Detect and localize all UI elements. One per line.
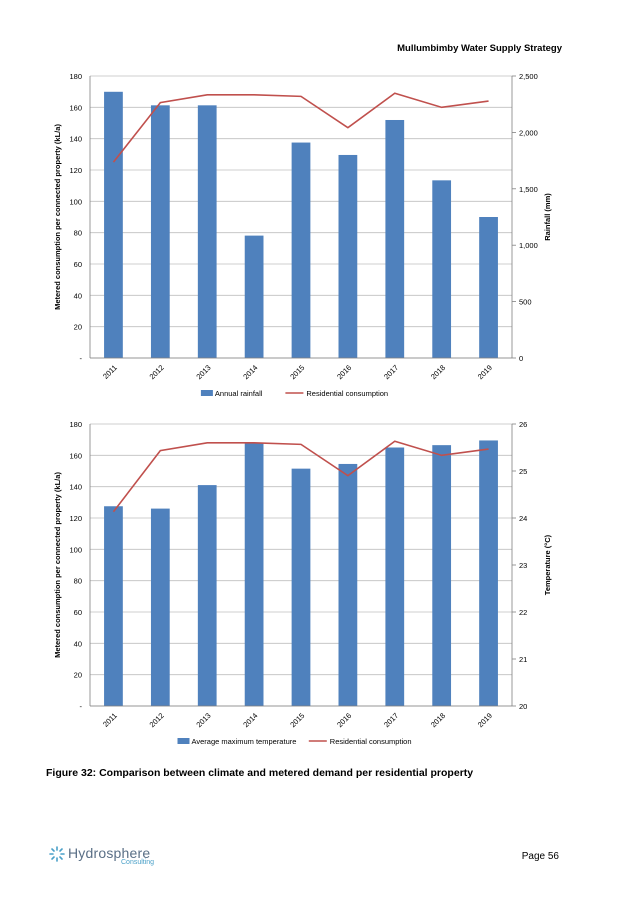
y-right-tick-label: 1,500 [519, 185, 538, 194]
x-tick-label: 2014 [241, 363, 259, 381]
x-tick-label: 2018 [429, 363, 447, 381]
rainfall-consumption-chart: - 20 40 60 80 100 120 140 160 180 0 500 1,000 1,500 2,… [53, 72, 552, 398]
legend-line-label: Residential consumption [306, 389, 388, 398]
bar-2015 [291, 142, 311, 358]
bar-2017 [385, 119, 405, 358]
x-tick-label: 2016 [335, 711, 353, 729]
y-right-tick-label: 24 [519, 514, 527, 523]
y-right-tick-label: 23 [519, 561, 527, 570]
y-left-tick-label: 40 [74, 639, 82, 648]
y-left-tick-label: 80 [74, 577, 82, 586]
y-left-tick-label: 140 [69, 135, 82, 144]
x-tick-label: 2017 [382, 711, 400, 729]
bar-2018 [432, 180, 452, 358]
logo-burst-icon [49, 846, 65, 862]
y-right-axis-title: Temperature (°C) [543, 534, 552, 595]
y-left-tick-label: 180 [69, 72, 82, 81]
y-left-tick-label: 60 [74, 260, 82, 269]
y-left-tick-label: 180 [69, 420, 82, 429]
logo-subtitle: Consulting [121, 859, 155, 866]
bar-2019 [479, 217, 498, 358]
residential-consumption-line [112, 440, 489, 513]
y-right-tick-label: 2,000 [519, 128, 538, 137]
y-left-tick-label: 160 [69, 451, 82, 460]
y-left-tick-label: 20 [74, 671, 82, 680]
y-left-tick-label: - [80, 354, 83, 363]
logo-name: Hydrosphere [68, 845, 151, 861]
y-left-axis-title: Metered consumption per connected proper… [53, 124, 62, 310]
x-tick-label: 2013 [194, 711, 212, 729]
bar-2015 [291, 468, 311, 706]
legend-bar-swatch [177, 738, 190, 744]
y-left-tick-label: 120 [69, 514, 82, 523]
y-left-tick-label: 20 [74, 323, 82, 332]
figure-caption: Figure 32: Comparison between climate an… [46, 767, 474, 779]
x-tick-label: 2012 [148, 711, 166, 729]
y-left-tick-label: 40 [74, 291, 82, 300]
bar-2014 [244, 235, 264, 358]
y-right-tick-label: 0 [519, 354, 523, 363]
y-left-axis-title: Metered consumption per connected proper… [53, 472, 62, 658]
legend-bar-swatch [200, 390, 213, 396]
y-left-tick-label: 80 [74, 229, 82, 238]
y-right-tick-label: 21 [519, 655, 527, 664]
y-right-tick-label: 22 [519, 608, 527, 617]
y-right-tick-label: 1,000 [519, 241, 538, 250]
y-left-tick-label: 160 [69, 103, 82, 112]
y-right-tick-label: 2,500 [519, 72, 538, 81]
legend-bar-label: Average maximum temperature [192, 737, 297, 746]
page-number: Page 56 [521, 851, 559, 862]
y-right-tick-label: 26 [519, 420, 527, 429]
x-tick-label: 2015 [288, 363, 306, 381]
x-tick-label: 2018 [429, 711, 447, 729]
x-tick-label: 2014 [241, 711, 259, 729]
x-tick-label: 2019 [476, 363, 494, 381]
bar-2011 [104, 506, 123, 706]
legend-bar-label: Annual rainfall [215, 389, 263, 398]
y-left-tick-label: 60 [74, 608, 82, 617]
y-left-tick-label: 100 [69, 197, 82, 206]
bar-2019 [479, 440, 498, 706]
legend-line-label: Residential consumption [330, 737, 412, 746]
bar-2014 [244, 442, 264, 706]
y-left-tick-label: - [80, 702, 83, 711]
bar-2017 [385, 447, 405, 706]
x-tick-label: 2019 [476, 711, 494, 729]
y-left-tick-label: 140 [69, 483, 82, 492]
bar-2013 [197, 485, 217, 706]
x-tick-label: 2015 [288, 711, 306, 729]
y-right-axis-title: Rainfall (mm) [543, 193, 552, 241]
y-left-tick-label: 100 [69, 545, 82, 554]
x-tick-label: 2016 [335, 363, 353, 381]
bar-2016 [338, 154, 358, 358]
bar-2011 [104, 91, 123, 359]
y-right-tick-label: 500 [519, 298, 532, 307]
bar-2012 [150, 105, 170, 358]
x-tick-label: 2011 [101, 363, 119, 381]
bar-2018 [432, 445, 452, 706]
x-tick-label: 2011 [101, 711, 119, 729]
y-right-tick-label: 20 [519, 702, 527, 711]
page-header-title: Mullumbimby Water Supply Strategy [397, 43, 562, 54]
residential-consumption-line [112, 92, 489, 163]
bar-2012 [150, 508, 170, 706]
y-right-tick-label: 25 [519, 467, 527, 476]
bar-2016 [338, 463, 358, 706]
y-left-tick-label: 120 [69, 166, 82, 175]
bar-2013 [197, 105, 217, 358]
x-tick-label: 2012 [148, 363, 166, 381]
x-tick-label: 2013 [194, 363, 212, 381]
temperature-consumption-chart: - 20 40 60 80 100 120 140 160 180 20 21 22 23 24 25 26 20… [53, 420, 552, 746]
x-tick-label: 2017 [382, 363, 400, 381]
